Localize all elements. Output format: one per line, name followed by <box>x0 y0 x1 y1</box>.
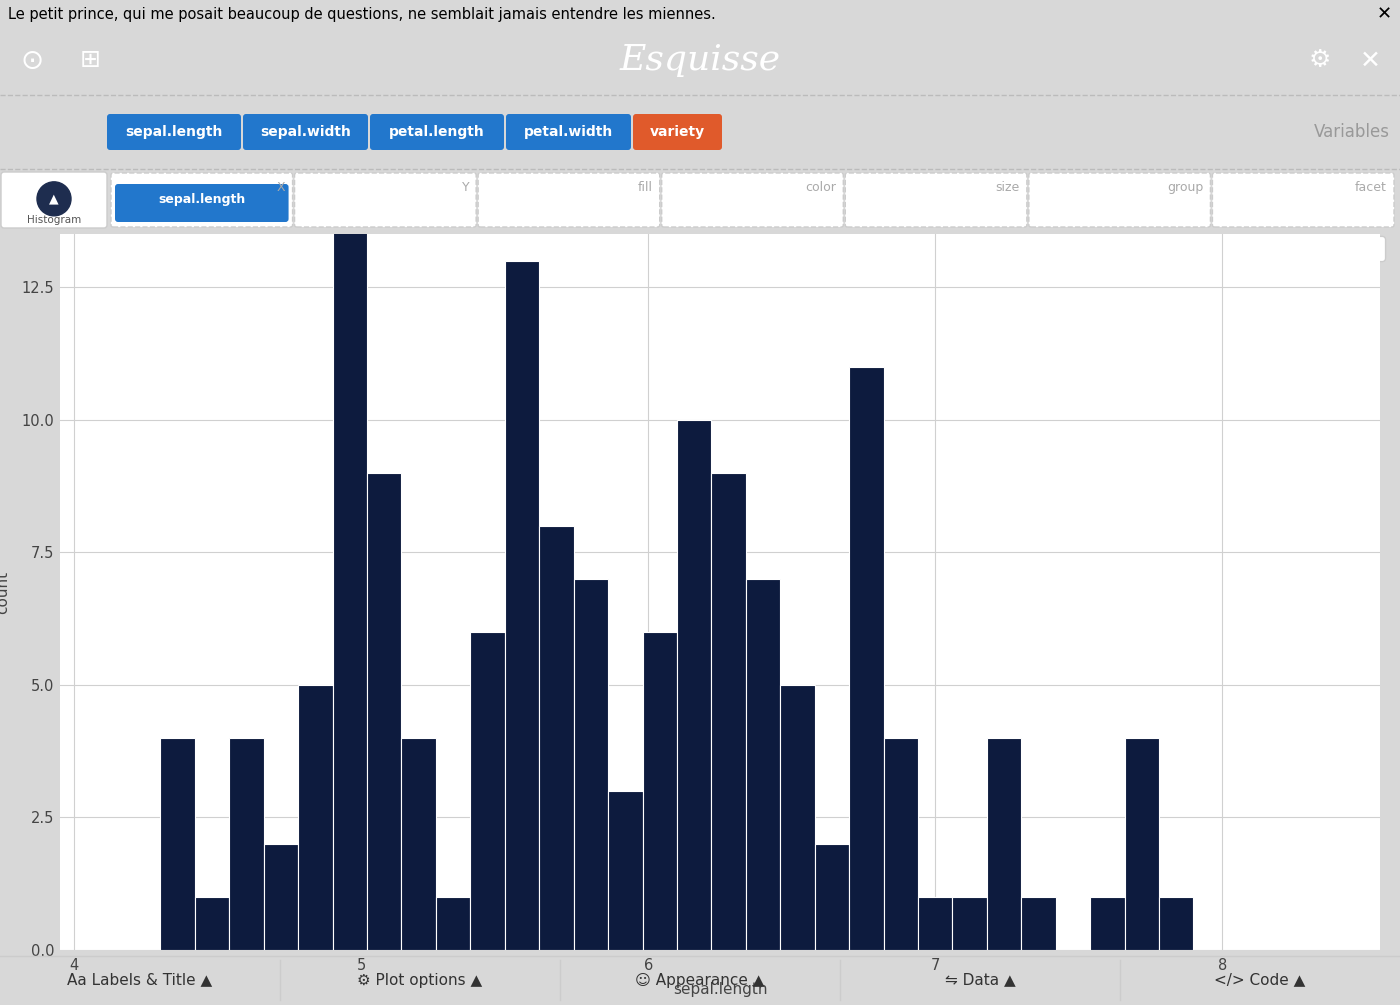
Text: ⇋ Data ▲: ⇋ Data ▲ <box>945 973 1015 988</box>
FancyBboxPatch shape <box>662 173 843 227</box>
FancyBboxPatch shape <box>846 173 1026 227</box>
Text: ☺ Appearance ▲: ☺ Appearance ▲ <box>636 973 764 988</box>
Text: size: size <box>995 181 1019 194</box>
Text: </> Code ▲: </> Code ▲ <box>1214 973 1306 988</box>
Bar <box>850 367 883 950</box>
Text: ⊞: ⊞ <box>80 48 101 72</box>
Bar <box>987 738 1022 950</box>
Text: Le petit prince, qui me posait beaucoup de questions, ne semblait jamais entendr: Le petit prince, qui me posait beaucoup … <box>8 6 715 21</box>
Bar <box>1124 738 1159 950</box>
FancyBboxPatch shape <box>505 114 631 150</box>
FancyBboxPatch shape <box>115 184 288 222</box>
FancyBboxPatch shape <box>633 114 722 150</box>
FancyBboxPatch shape <box>294 173 476 227</box>
Circle shape <box>36 182 71 216</box>
Bar <box>1159 897 1193 950</box>
Text: ▲: ▲ <box>49 192 59 205</box>
Bar <box>711 472 746 950</box>
FancyBboxPatch shape <box>370 114 504 150</box>
Text: Histogram: Histogram <box>27 215 81 225</box>
Text: petal.width: petal.width <box>524 125 613 139</box>
Bar <box>435 897 470 950</box>
Bar <box>195 897 230 950</box>
FancyBboxPatch shape <box>106 114 241 150</box>
Text: sepal.length: sepal.length <box>158 194 245 206</box>
FancyBboxPatch shape <box>111 173 293 227</box>
Text: Play: Play <box>1324 241 1357 256</box>
Text: ▶: ▶ <box>1284 242 1294 256</box>
Bar <box>470 632 505 950</box>
Text: group: group <box>1168 181 1204 194</box>
Text: sepal.length: sepal.length <box>126 125 223 139</box>
Text: color: color <box>805 181 836 194</box>
FancyBboxPatch shape <box>244 114 368 150</box>
Text: fill: fill <box>638 181 652 194</box>
Bar <box>608 791 643 950</box>
Bar <box>367 472 402 950</box>
Bar <box>263 844 298 950</box>
Bar <box>230 738 263 950</box>
FancyBboxPatch shape <box>1 172 106 228</box>
Bar <box>883 738 918 950</box>
Bar <box>815 844 850 950</box>
Bar <box>539 526 574 950</box>
Bar <box>574 579 608 950</box>
Text: Esquisse: Esquisse <box>619 43 781 77</box>
Text: ✕: ✕ <box>1376 5 1392 23</box>
Text: Variables: Variables <box>1315 123 1390 141</box>
Bar <box>678 420 711 950</box>
Bar <box>1022 897 1056 950</box>
Text: ⚙: ⚙ <box>1309 48 1331 72</box>
FancyBboxPatch shape <box>1212 173 1394 227</box>
Bar <box>643 632 678 950</box>
Text: ⚙ Plot options ▲: ⚙ Plot options ▲ <box>357 973 483 988</box>
Bar <box>333 102 367 950</box>
Text: facet: facet <box>1355 181 1387 194</box>
Bar <box>298 684 333 950</box>
FancyBboxPatch shape <box>1029 173 1211 227</box>
FancyBboxPatch shape <box>479 173 659 227</box>
Text: ✕: ✕ <box>1359 48 1380 72</box>
Bar <box>402 738 435 950</box>
Bar <box>746 579 780 950</box>
Y-axis label: count: count <box>0 571 11 614</box>
Text: Aa Labels & Title ▲: Aa Labels & Title ▲ <box>67 973 213 988</box>
Bar <box>1091 897 1124 950</box>
Bar <box>952 897 987 950</box>
Bar <box>780 684 815 950</box>
X-axis label: sepal.length: sepal.length <box>673 982 767 997</box>
Bar <box>161 738 195 950</box>
Text: sepal.width: sepal.width <box>260 125 351 139</box>
Text: variety: variety <box>650 125 706 139</box>
Text: ⊙: ⊙ <box>21 46 43 74</box>
Text: ⬇: ⬇ <box>1366 240 1382 258</box>
Text: Y: Y <box>462 181 469 194</box>
Text: X: X <box>277 181 286 194</box>
Bar <box>505 260 539 950</box>
Bar <box>918 897 952 950</box>
Text: petal.length: petal.length <box>389 125 484 139</box>
